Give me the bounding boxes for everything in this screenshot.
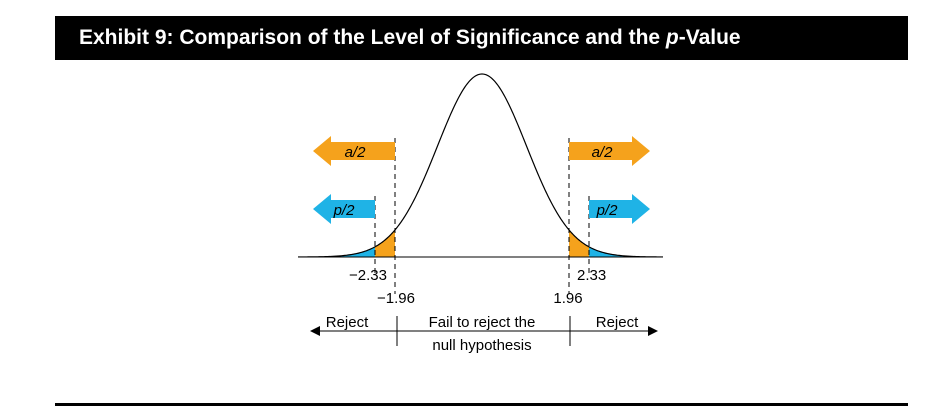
neg-p-value-label: −2.33	[349, 267, 387, 284]
alpha-left-label: a/2	[345, 144, 367, 161]
right-p-tail-area	[589, 246, 663, 257]
left-p-tail-area	[298, 246, 375, 257]
p-left-arrow	[313, 194, 375, 224]
alpha-left-arrow	[313, 136, 395, 166]
p-left-label: p/2	[333, 202, 356, 219]
left-alpha-tail-area	[375, 229, 395, 257]
reject-right-label: Reject	[596, 314, 639, 331]
region-left-arrowhead	[310, 326, 320, 336]
reject-left-label: Reject	[326, 314, 369, 331]
neg-alpha-value-label: −1.96	[377, 290, 415, 307]
alpha-right-label: a/2	[592, 144, 614, 161]
pos-p-value-label: 2.33	[577, 267, 606, 284]
exhibit-title: Exhibit 9: Comparison of the Level of Si…	[79, 26, 741, 49]
region-right-arrowhead	[648, 326, 658, 336]
pos-alpha-value-label: 1.96	[553, 290, 582, 307]
fail-to-reject-label-line1: Fail to reject the	[429, 314, 536, 331]
fail-to-reject-label-line2: null hypothesis	[432, 337, 531, 354]
p-right-label: p/2	[596, 202, 619, 219]
normal-curve	[298, 73, 663, 258]
alpha-right-arrow	[569, 136, 650, 166]
p-right-arrow	[589, 194, 650, 224]
right-alpha-tail-area	[569, 229, 589, 257]
exhibit-header: Exhibit 9: Comparison of the Level of Si…	[55, 16, 908, 60]
bottom-rule	[55, 403, 908, 406]
